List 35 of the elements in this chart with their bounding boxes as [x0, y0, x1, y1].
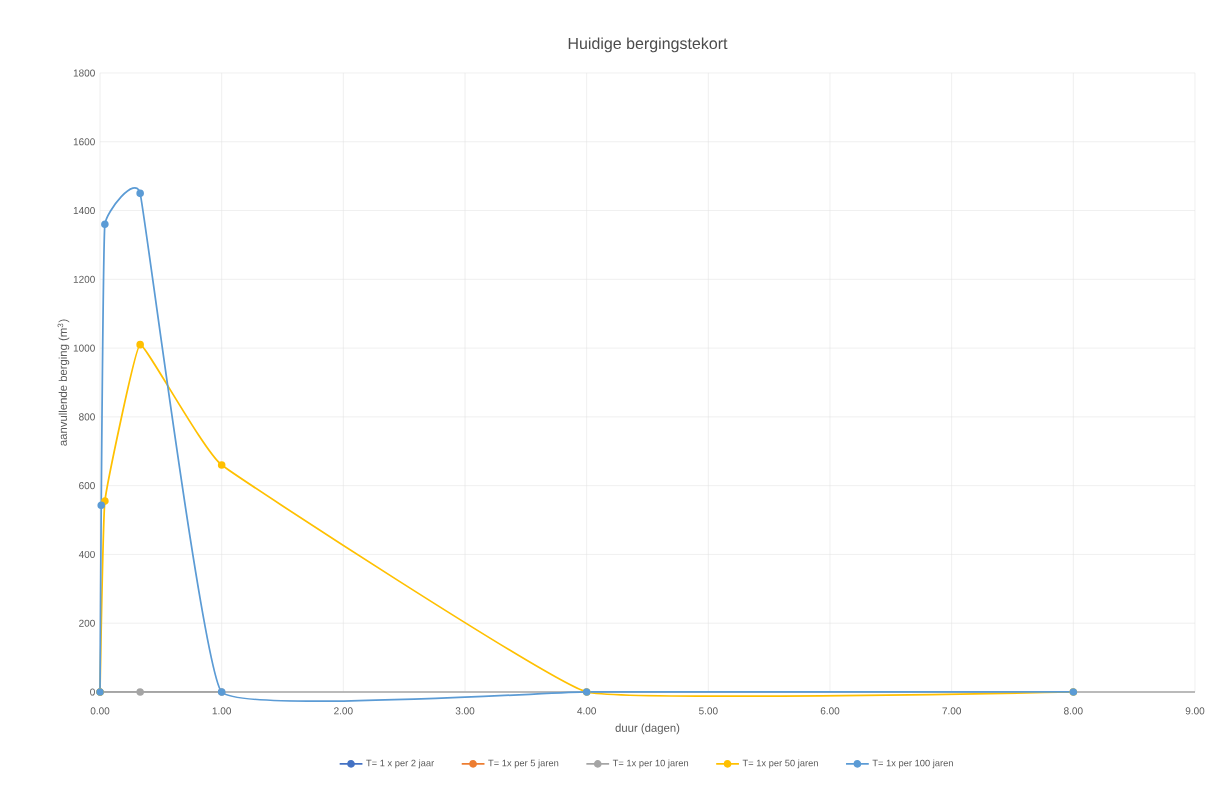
- x-tick-label: 2.00: [334, 707, 353, 715]
- legend-label: T= 1 x per 2 jaar: [366, 759, 435, 769]
- legend-label: T= 1x per 100 jaren: [872, 759, 953, 769]
- y-tick-label: 600: [79, 482, 95, 490]
- legend-label: T= 1x per 50 jaren: [742, 759, 818, 769]
- point: [217, 461, 226, 469]
- legend-label: T= 1x per 10 jaren: [612, 759, 689, 769]
- point: [101, 497, 109, 505]
- point: [136, 189, 144, 198]
- y-tick-label: 1000: [73, 344, 95, 352]
- point: [136, 688, 144, 696]
- y-tick-label: 400: [78, 550, 95, 558]
- x-axis-title: duur (dagen): [615, 723, 680, 735]
- point: [97, 501, 106, 510]
- y-tick-label: 800: [79, 413, 95, 421]
- y-tick-label: 0: [90, 688, 95, 696]
- y-tick-label: 1400: [73, 207, 95, 215]
- x-tick-label: 9.00: [1185, 707, 1205, 715]
- x-tick-label: 3.00: [455, 707, 475, 715]
- x-tick-label: 4.00: [577, 707, 596, 715]
- point: [101, 220, 109, 229]
- x-tick-label: 1.00: [212, 707, 232, 715]
- legend-label: T= 1x per 5 jaren: [488, 759, 559, 769]
- x-tick-label: 6.00: [820, 707, 840, 715]
- x-tick-label: 5.00: [699, 707, 718, 715]
- y-tick-label: 1200: [73, 275, 95, 283]
- x-tick-label: 8.00: [1064, 707, 1083, 715]
- point: [136, 340, 144, 349]
- x-tick-label: 0.00: [90, 707, 110, 715]
- y-tick-label: 200: [79, 619, 95, 627]
- y-axis-title: aanvullende berging (m$^{3}$): [57, 319, 70, 446]
- x-tick-label: 7.00: [942, 707, 961, 715]
- y-tick-label: 1800: [73, 69, 95, 77]
- y-tick-label: 1600: [73, 138, 95, 146]
- chart-title: Huidige bergingstekort: [568, 37, 728, 53]
